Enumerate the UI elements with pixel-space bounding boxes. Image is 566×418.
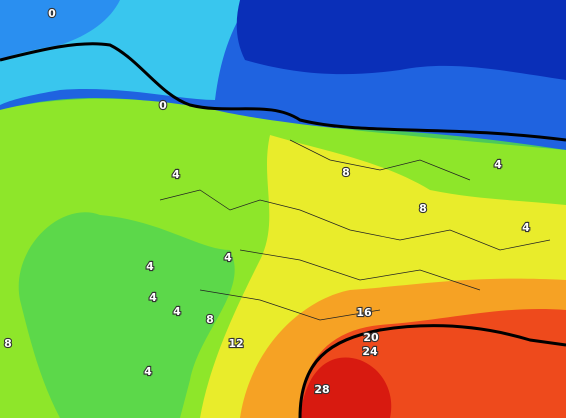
country-borders xyxy=(159,139,551,321)
deep-cold-field xyxy=(236,0,566,80)
contour-label: 4 xyxy=(494,158,502,171)
contour-label: 28 xyxy=(314,383,329,396)
blue-field xyxy=(0,0,120,60)
contour-label: 16 xyxy=(356,306,372,319)
contour-label: 0 xyxy=(159,99,167,112)
contour-label: 4 xyxy=(172,168,180,181)
contour-label: 8 xyxy=(419,202,427,215)
contour-label: 4 xyxy=(224,251,232,264)
contour-label: 4 xyxy=(146,260,154,273)
contour-label: 8 xyxy=(4,337,12,350)
isotherm-24 xyxy=(298,324,566,418)
zero-isotherm xyxy=(0,42,566,142)
contour-label: 4 xyxy=(173,305,181,318)
contour-label: 8 xyxy=(206,313,214,326)
contour-label: 4 xyxy=(522,221,530,234)
contour-label: 4 xyxy=(144,365,152,378)
contour-label: 20 xyxy=(363,331,379,344)
contour-label: 12 xyxy=(228,337,243,350)
contour-label: 0 xyxy=(48,7,56,20)
mild-field xyxy=(18,212,235,418)
contour-label: 4 xyxy=(149,291,157,304)
contour-label: 24 xyxy=(362,345,378,358)
contour-label: 8 xyxy=(342,166,350,179)
hottest-field xyxy=(300,357,392,418)
